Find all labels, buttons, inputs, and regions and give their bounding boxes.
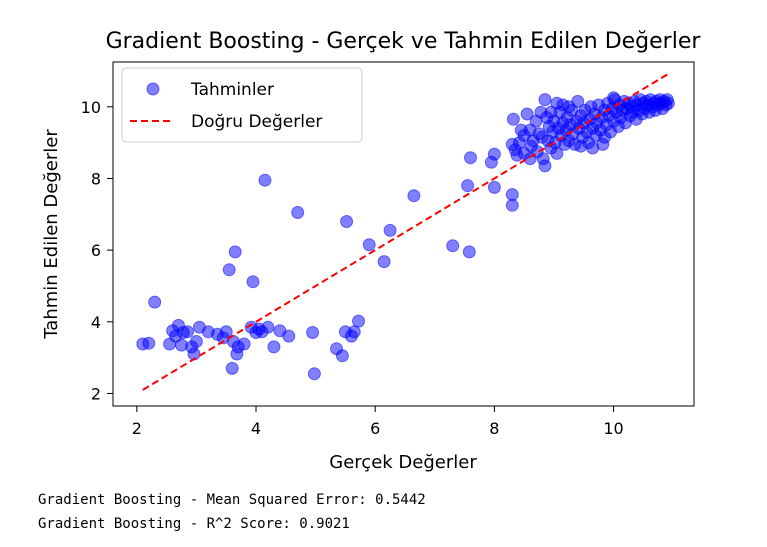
x-tick-label: 10 bbox=[603, 419, 623, 438]
data-point bbox=[598, 130, 612, 144]
data-point bbox=[538, 93, 552, 107]
data-point bbox=[506, 112, 520, 126]
y-tick-label: 10 bbox=[81, 98, 101, 117]
data-point bbox=[407, 189, 421, 203]
data-point bbox=[340, 215, 354, 228]
data-point bbox=[574, 139, 588, 153]
data-point bbox=[462, 245, 476, 259]
legend-scatter-marker bbox=[146, 82, 160, 96]
ideal-line bbox=[142, 73, 668, 391]
legend-box bbox=[121, 67, 363, 143]
data-point bbox=[352, 314, 365, 328]
y-tick-label: 6 bbox=[91, 241, 101, 260]
x-tick-label: 6 bbox=[370, 419, 380, 438]
data-point bbox=[362, 238, 376, 252]
x-tick-label: 2 bbox=[132, 419, 142, 438]
plot-frame bbox=[112, 61, 695, 407]
data-point bbox=[335, 349, 349, 363]
data-point bbox=[661, 96, 675, 110]
data-point bbox=[514, 123, 528, 137]
data-point bbox=[487, 180, 501, 194]
data-point bbox=[538, 159, 552, 173]
data-point bbox=[267, 340, 281, 354]
data-point bbox=[228, 245, 242, 259]
data-point bbox=[261, 320, 275, 334]
y-tick-label: 2 bbox=[91, 384, 101, 403]
data-point bbox=[383, 223, 397, 237]
data-point bbox=[189, 335, 203, 348]
data-point bbox=[306, 326, 320, 339]
y-axis-ticks: 2 4 6 8 10 bbox=[81, 98, 113, 403]
r2-output-line: Gradient Boosting - R^2 Score: 0.9021 bbox=[38, 516, 350, 532]
data-point bbox=[520, 107, 534, 121]
x-tick-label: 4 bbox=[251, 419, 261, 438]
legend: Tahminler Doğru Değerler bbox=[121, 67, 363, 143]
x-axis-ticks: 2 4 6 8 10 bbox=[132, 406, 624, 438]
data-point bbox=[282, 329, 296, 343]
data-point bbox=[446, 239, 460, 253]
data-point bbox=[464, 151, 477, 165]
x-tick-label: 8 bbox=[489, 419, 499, 438]
data-point bbox=[291, 206, 305, 219]
data-point bbox=[461, 179, 475, 193]
x-axis-label: Gerçek Değerler bbox=[329, 452, 477, 473]
data-point bbox=[487, 147, 501, 161]
data-point bbox=[607, 91, 621, 105]
data-point bbox=[222, 263, 236, 277]
mse-output-line: Gradient Boosting - Mean Squared Error: … bbox=[38, 492, 426, 508]
data-point bbox=[550, 146, 564, 160]
data-point bbox=[225, 361, 239, 375]
data-point bbox=[377, 255, 391, 269]
data-point bbox=[307, 367, 321, 381]
data-point bbox=[237, 337, 251, 351]
data-point bbox=[142, 336, 156, 350]
data-point bbox=[258, 173, 272, 187]
data-point bbox=[181, 325, 194, 339]
legend-line-label: Doğru Değerler bbox=[191, 112, 322, 132]
y-tick-label: 8 bbox=[91, 169, 101, 188]
y-tick-label: 4 bbox=[91, 313, 101, 332]
data-point bbox=[148, 295, 162, 309]
data-point bbox=[505, 198, 519, 212]
y-axis-label: Tahmin Edilen Değerler bbox=[41, 129, 62, 340]
scatter-chart: Gradient Boosting - Gerçek ve Tahmin Edi… bbox=[41, 29, 702, 473]
line-layer bbox=[142, 73, 668, 391]
points-layer bbox=[136, 91, 675, 381]
chart-title: Gradient Boosting - Gerçek ve Tahmin Edi… bbox=[106, 29, 702, 54]
legend-scatter-label: Tahminler bbox=[190, 80, 274, 100]
data-point bbox=[544, 105, 558, 119]
data-point bbox=[556, 98, 570, 112]
data-point bbox=[586, 141, 600, 155]
data-point bbox=[246, 275, 260, 289]
data-point bbox=[219, 325, 233, 339]
